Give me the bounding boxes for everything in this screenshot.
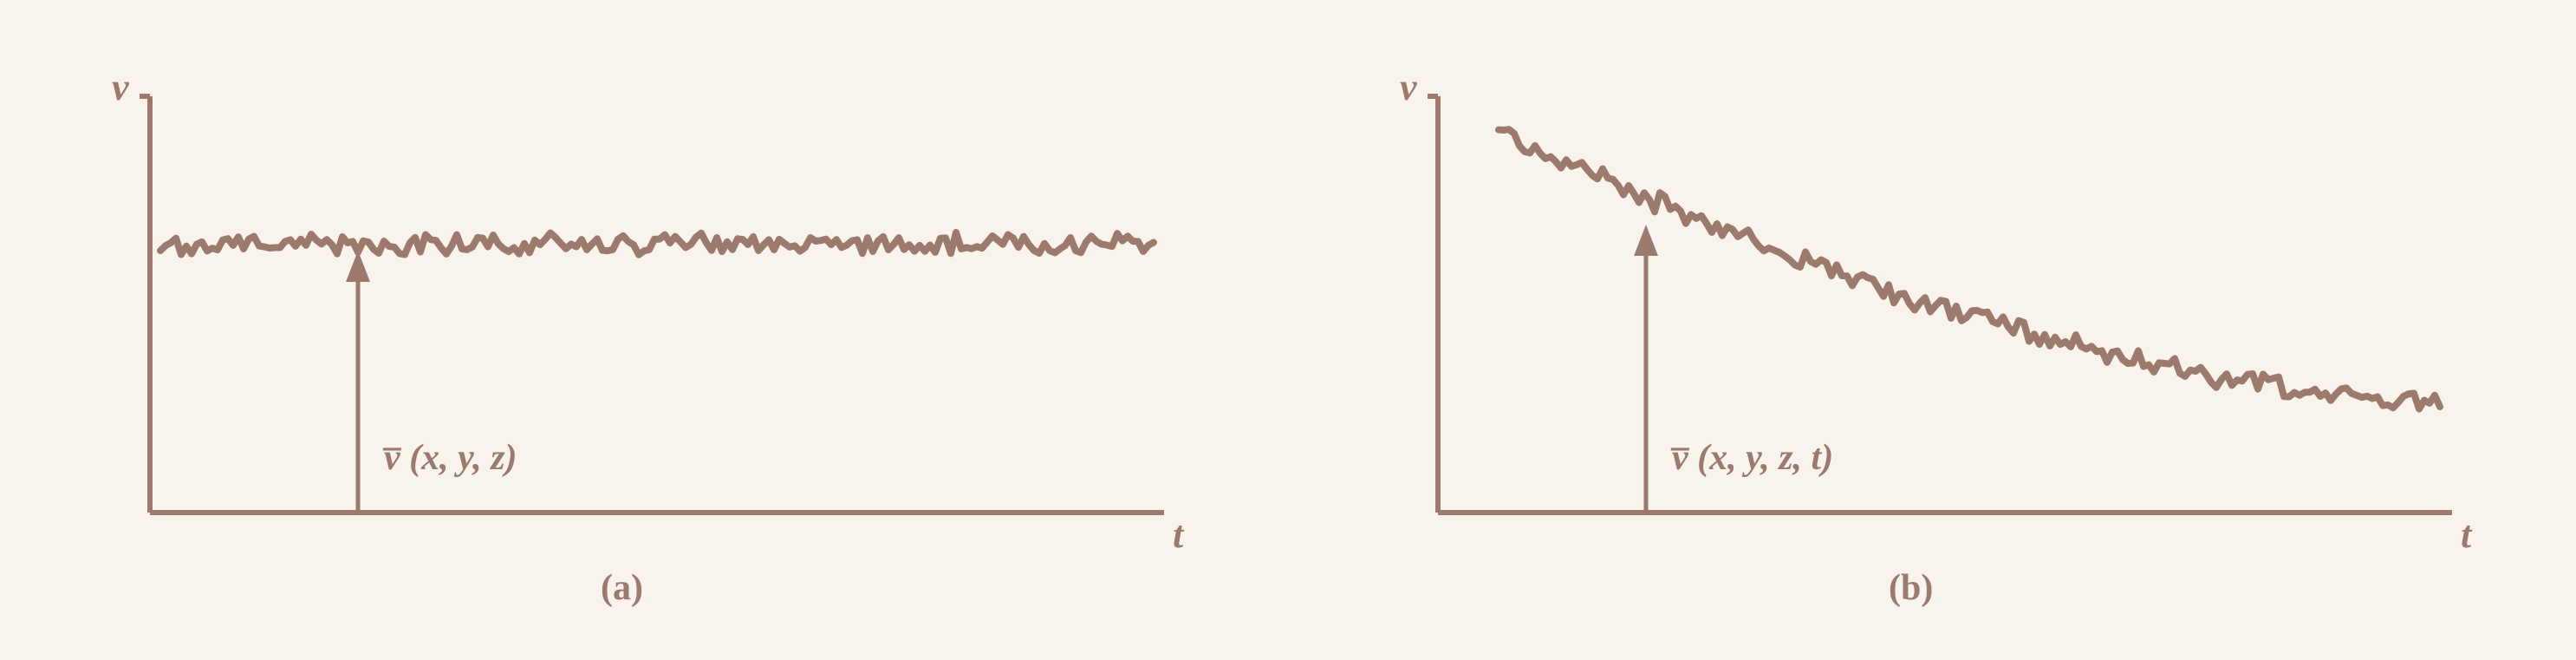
- trace-b: [1499, 129, 2440, 408]
- caption-b: (b): [1889, 568, 1933, 608]
- x-label-b: t: [2461, 513, 2473, 556]
- arrow-head-a: [346, 251, 370, 282]
- y-label-a: v: [112, 66, 129, 108]
- trace-a: [160, 232, 1154, 255]
- panel-b-svg: v t v̅ (x, y, z, t) (b): [1325, 27, 2539, 634]
- annotation-a: v̅ (x, y, z): [383, 438, 517, 478]
- axes-a: [140, 96, 1164, 513]
- arrow-head-b: [1634, 225, 1658, 256]
- y-label-b: v: [1400, 66, 1417, 108]
- mean-arrow-a: [346, 251, 370, 513]
- panel-b: v t v̅ (x, y, z, t) (b): [1325, 27, 2539, 634]
- caption-a: (a): [601, 568, 643, 608]
- figure: v t v̅ (x, y, z) (a) v t v̅ (x, y: [0, 0, 2576, 660]
- mean-arrow-b: [1634, 225, 1658, 513]
- panel-a: v t v̅ (x, y, z) (a): [37, 27, 1251, 634]
- annotation-b: v̅ (x, y, z, t): [1671, 438, 1834, 478]
- panel-a-svg: v t v̅ (x, y, z) (a): [37, 27, 1251, 634]
- x-label-a: t: [1173, 513, 1185, 556]
